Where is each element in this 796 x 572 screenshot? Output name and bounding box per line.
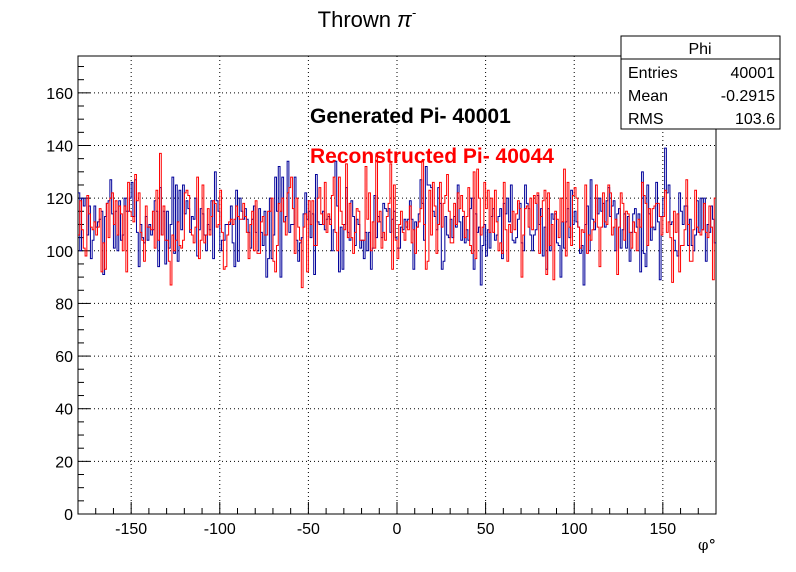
histogram-series: [78, 147, 716, 289]
x-tick-label: 0: [393, 521, 402, 538]
x-tick-label: 50: [477, 521, 495, 538]
y-tick-label: 120: [46, 191, 73, 208]
stats-box: Phi Entries 40001 Mean -0.2915 RMS 103.6: [620, 35, 781, 130]
stats-box-frame: [620, 35, 781, 130]
stats-label-mean: Mean: [628, 88, 668, 105]
stats-box-title: Phi: [688, 41, 711, 58]
y-tick-label: 80: [55, 296, 73, 313]
annotation-generated: Generated Pi- 40001: [310, 105, 511, 128]
chart-title-superscript: -: [412, 5, 416, 20]
x-axis-label: φ°: [698, 536, 716, 554]
y-tick-label: 100: [46, 244, 73, 261]
annotation-reconstructed: Reconstructed Pi- 40044: [310, 145, 554, 168]
x-tick-label: -100: [204, 521, 236, 538]
x-tick-labels: -150 -100 -50 0 50 100 150: [115, 521, 676, 538]
grid-lines: [78, 56, 716, 514]
y-tick-label: 0: [64, 507, 73, 524]
y-tick-label: 60: [55, 349, 73, 366]
stats-value-mean: -0.2915: [721, 88, 775, 105]
chart-title: Thrown π -: [318, 5, 417, 32]
stats-value-entries: 40001: [731, 65, 776, 82]
x-tick-label: -150: [115, 521, 147, 538]
chart-title-symbol: π: [397, 7, 413, 32]
y-tick-label: 160: [46, 86, 73, 103]
axis-ticks: [77, 66, 717, 515]
y-tick-label: 20: [55, 454, 73, 471]
y-tick-labels: 0 20 40 60 80 100 120 140 160: [46, 86, 73, 524]
x-tick-label: -50: [297, 521, 320, 538]
histogram-series-reconstructed: [78, 152, 716, 289]
x-tick-label: 100: [561, 521, 588, 538]
stats-label-entries: Entries: [628, 65, 678, 82]
stats-label-rms: RMS: [628, 111, 664, 128]
x-tick-label: 150: [649, 521, 676, 538]
y-tick-label: 140: [46, 138, 73, 155]
y-tick-label: 40: [55, 402, 73, 419]
stats-value-rms: 103.6: [735, 111, 775, 128]
chart-title-text: Thrown: [318, 7, 391, 32]
